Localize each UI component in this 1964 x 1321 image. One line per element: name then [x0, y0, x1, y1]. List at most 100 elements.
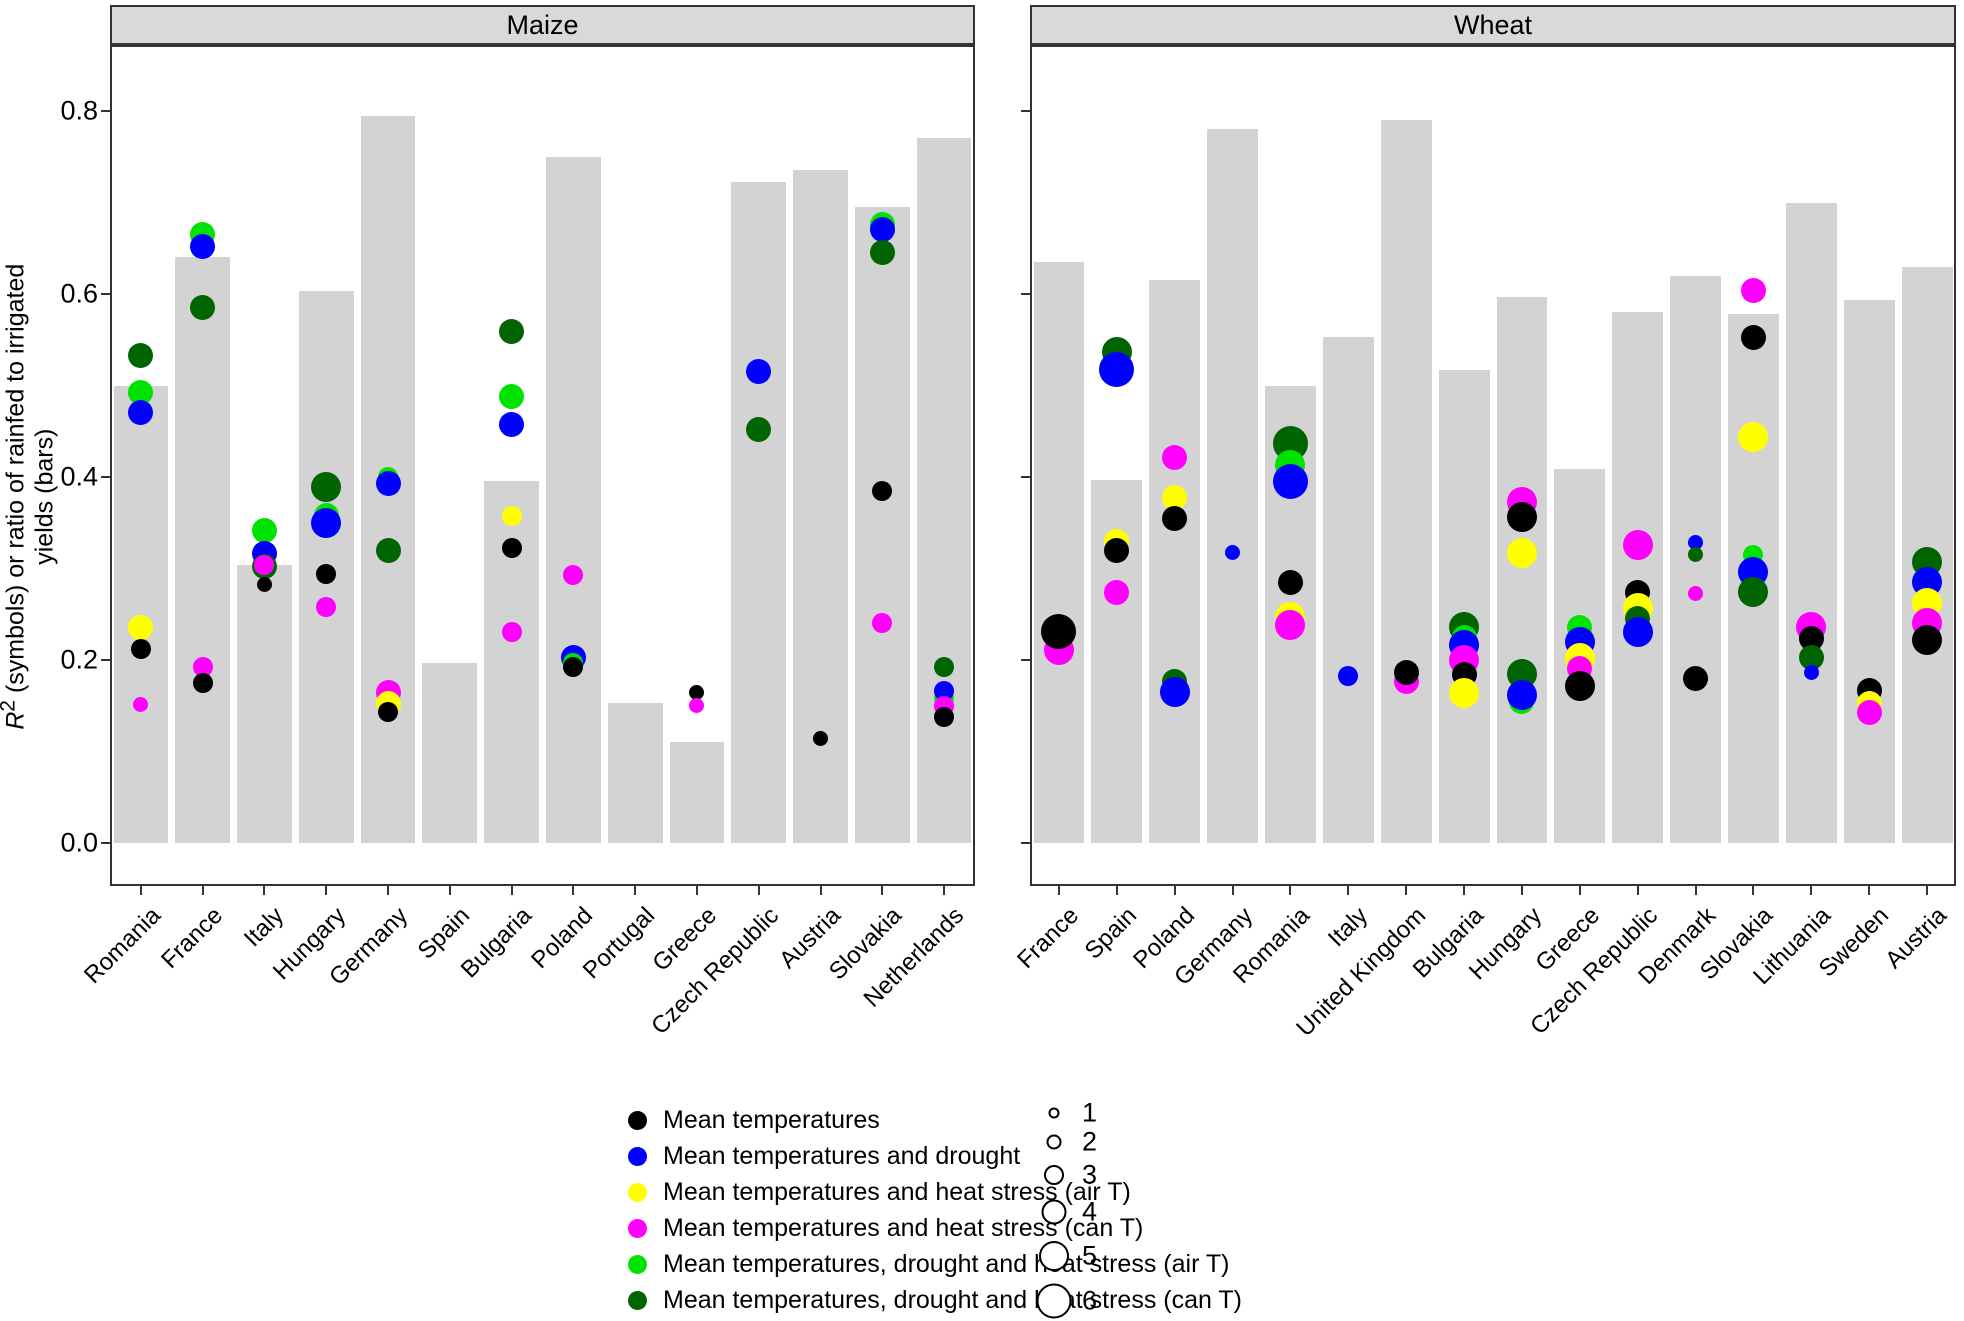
symbol-dot	[869, 217, 895, 243]
y-tick-label: 0.4	[60, 461, 98, 492]
x-axis-label: Romania	[78, 902, 166, 990]
symbol-dot	[1912, 624, 1943, 655]
symbol-dot	[130, 639, 151, 660]
bar	[1496, 296, 1548, 843]
x-tick-mark	[448, 886, 451, 895]
x-tick-mark	[1752, 886, 1755, 895]
x-tick-mark	[1810, 886, 1813, 895]
symbol-dot	[1564, 670, 1595, 701]
symbol-dot	[689, 684, 705, 700]
bar	[1033, 261, 1085, 843]
x-tick-mark	[1057, 886, 1060, 895]
symbol-dot	[1688, 547, 1704, 563]
symbol-dot	[128, 615, 154, 641]
legend-color-icon	[628, 1110, 647, 1130]
symbol-dot	[1162, 484, 1188, 510]
legend-size-label: 4	[1082, 1196, 1098, 1227]
symbol-dot	[1277, 569, 1303, 595]
symbol-dot	[1099, 352, 1135, 388]
y-tick-mark	[101, 110, 110, 112]
symbol-dot	[192, 657, 213, 678]
legend-size-label: 3	[1082, 1159, 1098, 1190]
bar	[237, 564, 292, 843]
legend-size-label: 5	[1082, 1240, 1098, 1271]
symbol-dot	[128, 400, 154, 426]
x-tick-mark	[1520, 886, 1523, 895]
y-axis-label-r: R	[1, 711, 30, 730]
x-tick-mark	[1347, 886, 1350, 895]
x-tick-mark	[1636, 886, 1639, 895]
bar	[546, 156, 601, 843]
symbol-dot	[1856, 699, 1882, 725]
legend-color-icon	[628, 1290, 647, 1310]
legend-item-label: Mean temperatures, drought and heat stre…	[663, 1285, 1243, 1314]
legend-item: Mean temperatures and drought	[628, 1138, 1020, 1174]
legend-size-icon	[1039, 1241, 1069, 1271]
symbol-dot	[746, 416, 772, 442]
symbol-dot	[1162, 505, 1188, 531]
legend-item: Mean temperatures, drought and heat stre…	[628, 1282, 1242, 1318]
legend-size-icon	[1041, 1199, 1067, 1225]
bar	[607, 703, 663, 843]
x-tick-mark	[1868, 886, 1871, 895]
symbol-dot	[934, 706, 955, 727]
symbol-dot	[1506, 502, 1537, 533]
bar	[916, 138, 972, 843]
y-tick-mark	[1021, 842, 1030, 844]
x-tick-mark	[572, 886, 575, 895]
bar	[731, 182, 787, 843]
bar	[1322, 337, 1374, 843]
symbol-dot	[316, 563, 337, 584]
x-tick-mark	[1289, 886, 1292, 895]
symbol-dot	[563, 657, 584, 678]
legend-item: Mean temperatures	[628, 1102, 880, 1138]
bar	[113, 385, 169, 843]
legend-item-label: Mean temperatures and heat stress (can T…	[663, 1213, 1144, 1242]
symbol-dot	[251, 517, 277, 543]
legend-size-icon	[1044, 1165, 1064, 1185]
x-tick-mark	[510, 886, 513, 895]
legend-size-label: 2	[1082, 1126, 1098, 1157]
symbol-dot	[190, 233, 216, 259]
symbol-dot	[1740, 277, 1766, 303]
panel-header-wheat: Wheat	[1030, 5, 1956, 45]
symbol-dot	[1740, 325, 1766, 351]
symbol-dot	[256, 577, 272, 593]
symbol-dot	[1688, 535, 1704, 551]
x-tick-mark	[634, 886, 637, 895]
legend-color-icon	[628, 1182, 647, 1202]
symbol-dot	[1225, 545, 1241, 561]
symbol-dot	[872, 480, 893, 501]
y-tick-label: 0.2	[60, 644, 98, 675]
bar	[1380, 120, 1432, 843]
symbol-dot	[254, 554, 275, 575]
x-tick-mark	[201, 886, 204, 895]
x-tick-mark	[695, 886, 698, 895]
symbol-dot	[311, 472, 342, 503]
symbol-dot	[1275, 610, 1306, 641]
legend-item-label: Mean temperatures, drought and heat stre…	[663, 1249, 1230, 1278]
symbol-dot	[499, 383, 525, 409]
symbol-dot	[378, 702, 399, 723]
symbol-dot	[375, 470, 401, 496]
x-tick-mark	[819, 886, 822, 895]
symbol-dot	[872, 613, 893, 634]
symbol-dot	[563, 564, 584, 585]
bar	[175, 257, 231, 843]
x-axis-label: France	[155, 902, 228, 974]
bar	[1438, 369, 1490, 843]
symbol-dot	[1622, 616, 1653, 647]
symbol-dot	[190, 295, 216, 321]
x-tick-mark	[881, 886, 884, 895]
y-tick-mark	[101, 293, 110, 295]
x-tick-mark	[757, 886, 760, 895]
x-axis-label: Austria	[1880, 902, 1953, 974]
symbol-dot	[869, 240, 895, 266]
symbol-dot	[133, 697, 149, 713]
x-tick-mark	[387, 886, 390, 895]
symbol-dot	[1272, 464, 1308, 500]
y-tick-mark	[1021, 476, 1030, 478]
symbol-dot	[316, 596, 337, 617]
legend-item-label: Mean temperatures and drought	[663, 1141, 1021, 1170]
